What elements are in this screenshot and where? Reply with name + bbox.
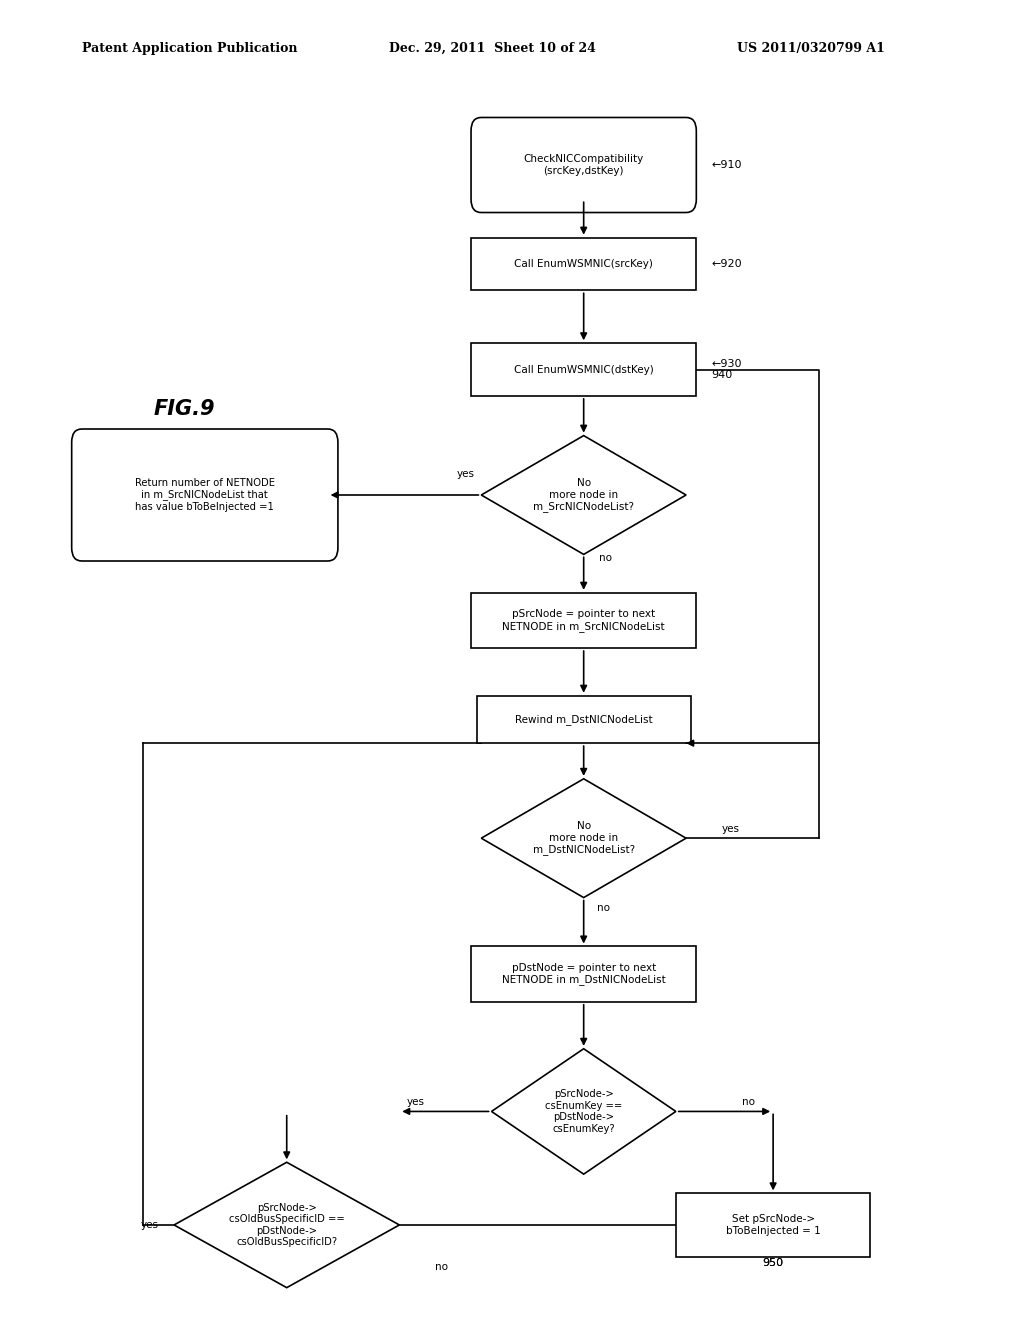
FancyBboxPatch shape [72, 429, 338, 561]
Text: No
more node in
m_SrcNICNodeList?: No more node in m_SrcNICNodeList? [534, 478, 634, 512]
Text: Patent Application Publication: Patent Application Publication [82, 42, 297, 55]
Text: ←910: ←910 [712, 160, 742, 170]
Polygon shape [492, 1048, 676, 1175]
Text: yes: yes [722, 824, 740, 834]
Text: ←920: ←920 [712, 259, 742, 269]
Text: 950: 950 [763, 1258, 783, 1269]
Bar [471, 593, 696, 648]
Polygon shape [481, 779, 686, 898]
FancyBboxPatch shape [471, 117, 696, 213]
Text: Return number of NETNODE
in m_SrcNICNodeList that
has value bToBeInjected =1: Return number of NETNODE in m_SrcNICNode… [135, 478, 274, 512]
Text: pDstNode = pointer to next
NETNODE in m_DstNICNodeList: pDstNode = pointer to next NETNODE in m_… [502, 962, 666, 986]
Text: Rewind m_DstNICNodeList: Rewind m_DstNICNodeList [515, 714, 652, 725]
Text: no: no [742, 1097, 756, 1107]
Text: no: no [597, 903, 610, 913]
Text: 940: 940 [712, 370, 733, 380]
Text: FIG.9: FIG.9 [154, 399, 215, 420]
Text: No
more node in
m_DstNICNodeList?: No more node in m_DstNICNodeList? [532, 821, 635, 855]
Bar [471, 946, 696, 1002]
Text: 950: 950 [763, 1258, 783, 1269]
Text: pSrcNode->
csEnumKey ==
pDstNode->
csEnumKey?: pSrcNode-> csEnumKey == pDstNode-> csEnu… [545, 1089, 623, 1134]
Polygon shape [481, 436, 686, 554]
Text: Set pSrcNode->
bToBeInjected = 1: Set pSrcNode-> bToBeInjected = 1 [726, 1214, 820, 1236]
Text: CheckNICCompatibility
(srcKey,dstKey): CheckNICCompatibility (srcKey,dstKey) [523, 154, 644, 176]
Text: pSrcNode->
csOldBusSpecificID ==
pDstNode->
csOldBusSpecificID?: pSrcNode-> csOldBusSpecificID == pDstNod… [228, 1203, 345, 1247]
Bar [471, 238, 696, 290]
Text: US 2011/0320799 A1: US 2011/0320799 A1 [737, 42, 885, 55]
Text: yes: yes [457, 469, 475, 479]
Bar [471, 343, 696, 396]
Text: Call EnumWSMNIC(dstKey): Call EnumWSMNIC(dstKey) [514, 364, 653, 375]
Text: pSrcNode = pointer to next
NETNODE in m_SrcNICNodeList: pSrcNode = pointer to next NETNODE in m_… [503, 609, 665, 632]
Text: ←930: ←930 [712, 359, 742, 370]
Text: yes: yes [407, 1097, 425, 1107]
Polygon shape [174, 1163, 399, 1288]
Bar [676, 1193, 870, 1257]
Text: Call EnumWSMNIC(srcKey): Call EnumWSMNIC(srcKey) [514, 259, 653, 269]
Text: yes: yes [140, 1220, 159, 1230]
Text: Dec. 29, 2011  Sheet 10 of 24: Dec. 29, 2011 Sheet 10 of 24 [389, 42, 596, 55]
Bar [476, 696, 690, 743]
Text: no: no [435, 1262, 449, 1272]
Text: no: no [599, 553, 612, 564]
